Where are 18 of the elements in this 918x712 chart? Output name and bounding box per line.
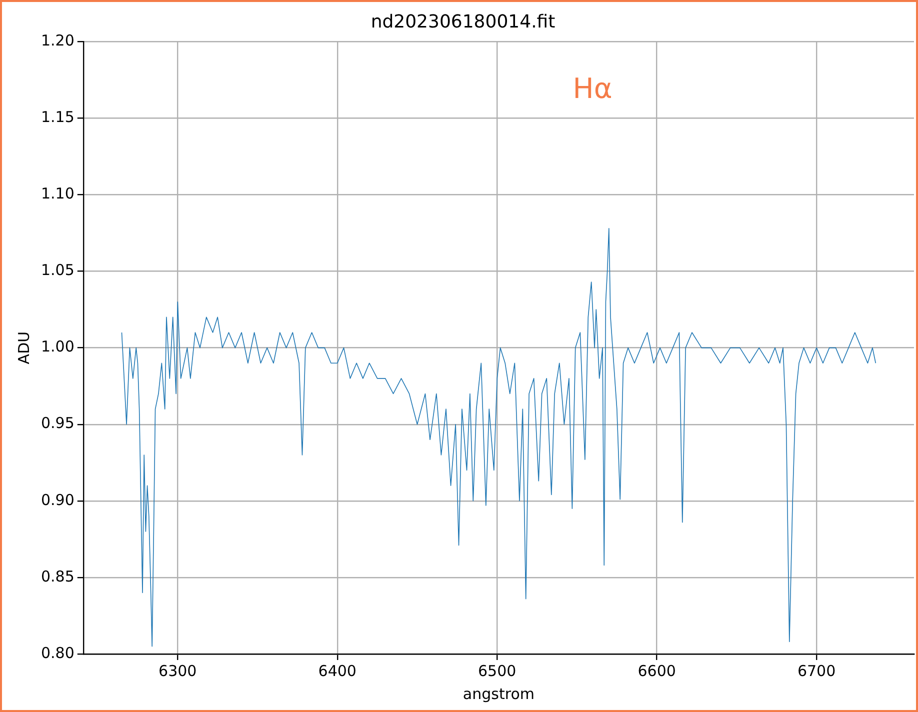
y-tick-label: 1.15 xyxy=(40,108,74,126)
y-tick-label: 1.10 xyxy=(40,184,74,203)
x-tick-label: 6500 xyxy=(478,662,516,680)
x-tick-label: 6600 xyxy=(638,662,676,680)
y-axis-title: ADU xyxy=(14,331,33,364)
y-tick-label: 0.80 xyxy=(40,644,74,662)
y-tick-label: 1.20 xyxy=(40,31,74,50)
x-tick-label: 6400 xyxy=(318,662,356,680)
y-tick-label: 0.90 xyxy=(40,490,74,509)
y-tick-label: 1.05 xyxy=(40,261,74,280)
x-axis-title: angstrom xyxy=(462,684,534,703)
y-tick-label: 0.95 xyxy=(40,414,74,432)
chart-title: nd202306180014.fit xyxy=(370,11,556,32)
y-tick-label: 0.85 xyxy=(40,567,74,586)
annotation: Hα xyxy=(572,72,612,105)
x-tick-label: 6700 xyxy=(797,662,836,680)
y-tick-label: 1.00 xyxy=(40,338,74,356)
x-tick-label: 6300 xyxy=(158,662,197,680)
